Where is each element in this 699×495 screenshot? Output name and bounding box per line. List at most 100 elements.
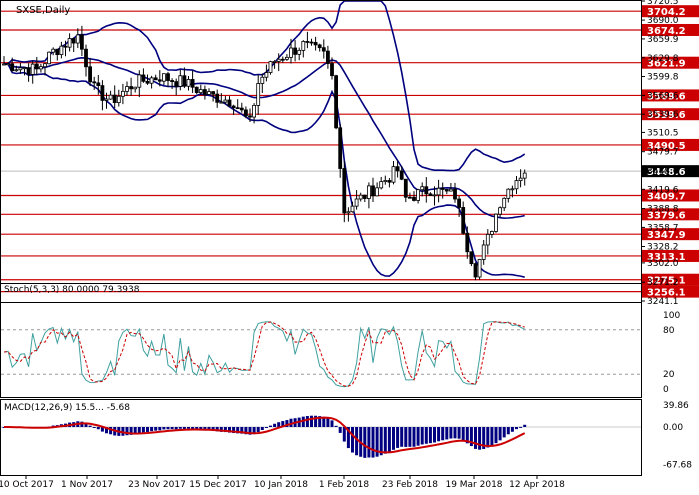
candle-body xyxy=(2,63,6,66)
candle-body xyxy=(338,127,343,169)
candle-body xyxy=(289,47,293,58)
current-price-tag xyxy=(642,165,699,178)
candle-body xyxy=(80,34,84,50)
macd-bar xyxy=(506,427,510,435)
macd-bar xyxy=(182,427,186,430)
candle-body xyxy=(186,79,191,87)
candle-body xyxy=(383,180,388,183)
y-tick-label: 3241.1 xyxy=(647,297,679,307)
macd-bar xyxy=(474,427,477,449)
level-tag xyxy=(642,189,699,202)
y-tick-label: 3271.2 xyxy=(647,278,679,288)
candle-body xyxy=(309,41,314,44)
macd-bar xyxy=(248,427,252,435)
level-label: 3539.6 xyxy=(647,110,686,121)
candle-body xyxy=(227,99,232,107)
macd-bar xyxy=(515,427,518,430)
candle-body xyxy=(153,77,158,81)
macd-bar xyxy=(236,427,240,434)
candle-body xyxy=(157,79,162,82)
macd-bar xyxy=(125,427,129,436)
candle-body xyxy=(444,189,449,192)
candle-body xyxy=(264,72,269,78)
macd-bar xyxy=(84,423,88,427)
candle-body xyxy=(202,89,207,95)
candle-body xyxy=(207,91,211,95)
macd-bar xyxy=(244,427,248,435)
candle-body xyxy=(194,86,199,93)
candle-body xyxy=(481,244,486,260)
level-label: 3490.5 xyxy=(647,141,686,152)
level-tag xyxy=(642,273,699,286)
macd-bar xyxy=(92,427,96,428)
candle-body xyxy=(47,51,51,65)
candle-body xyxy=(330,63,334,77)
macd-bar xyxy=(428,427,432,444)
candle-body xyxy=(375,187,380,197)
candle-body xyxy=(395,166,400,172)
candle-body xyxy=(407,196,412,199)
candle-body xyxy=(514,180,519,190)
candle-body xyxy=(182,75,187,87)
candle-body xyxy=(26,67,31,75)
y-tick-label: 3690.0 xyxy=(647,16,679,26)
y-tick-label: 3479.7 xyxy=(647,148,679,158)
macd-bar xyxy=(260,427,264,431)
y-tick-label: 3569.6 xyxy=(647,91,679,101)
macd-bar xyxy=(437,427,441,442)
macd-bar xyxy=(404,427,408,447)
x-tick-label: 15 Dec 2017 xyxy=(189,480,247,490)
y-tick-label: 3510.5 xyxy=(647,128,679,138)
macd-bar xyxy=(232,427,236,434)
candle-body xyxy=(371,185,375,197)
macd-panel-frame xyxy=(0,399,642,476)
macd-bar xyxy=(100,427,104,432)
macd-bar xyxy=(273,423,277,427)
macd-bar xyxy=(88,425,92,427)
macd-bar xyxy=(416,427,420,446)
macd-bar xyxy=(469,427,473,447)
y-tick-label: 3358.7 xyxy=(647,223,679,233)
candle-body xyxy=(211,91,216,95)
candle-body xyxy=(280,58,285,61)
level-tag xyxy=(642,89,699,102)
macd-bar xyxy=(310,415,313,427)
candle-body xyxy=(75,34,80,44)
candle-body xyxy=(174,81,179,87)
macd-bar xyxy=(355,427,359,456)
candle-body xyxy=(108,94,113,100)
candle-body xyxy=(71,38,76,44)
level-label: 3569.6 xyxy=(647,91,686,102)
macd-bar xyxy=(478,427,482,450)
level-label: 3347.9 xyxy=(647,230,686,241)
stoch-tick-label: 0 xyxy=(663,385,669,395)
macd-bar xyxy=(346,427,350,449)
candle-body xyxy=(485,233,490,246)
candle-body xyxy=(235,107,240,110)
y-tick-label: 3720.5 xyxy=(647,0,679,7)
candle-body xyxy=(112,94,117,103)
level-label: 3621.9 xyxy=(647,59,686,70)
macd-bar xyxy=(392,427,395,450)
macd-bar xyxy=(301,416,305,427)
macd-bar xyxy=(191,427,195,429)
x-tick-label: 1 Nov 2017 xyxy=(61,480,113,490)
macd-bar xyxy=(178,427,182,429)
candle-body xyxy=(22,67,27,70)
x-tick-label: 12 Apr 2018 xyxy=(509,480,565,490)
macd-bar xyxy=(146,427,149,432)
level-label: 3674.2 xyxy=(647,26,686,37)
candle-body xyxy=(334,75,339,129)
level-label: 3313.1 xyxy=(647,252,686,263)
macd-bar xyxy=(318,416,322,427)
candle-body xyxy=(6,63,10,66)
macd-bar xyxy=(445,427,449,440)
level-label: 3256.1 xyxy=(647,288,686,299)
candle-body xyxy=(346,211,351,214)
candle-body xyxy=(305,41,310,43)
candle-body xyxy=(297,49,302,55)
macd-bar xyxy=(166,427,170,430)
candle-body xyxy=(518,177,523,182)
macd-bar xyxy=(396,427,400,448)
candle-body xyxy=(465,232,470,253)
